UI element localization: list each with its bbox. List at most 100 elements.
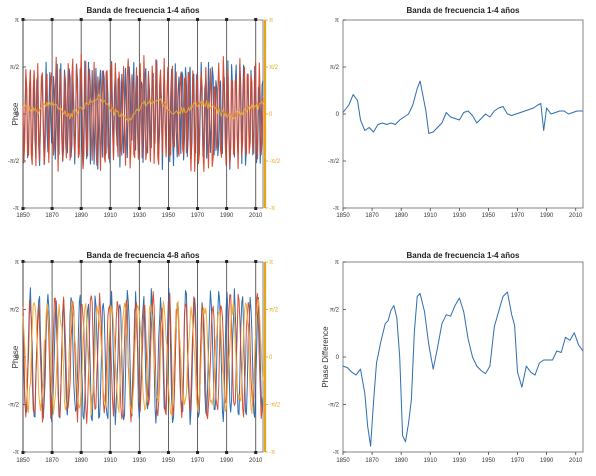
y2-tick-label: -π [269, 450, 275, 456]
y2-tick-label: π/2 [269, 308, 279, 314]
tick-marker [79, 451, 83, 454]
y2-tick-label: -π/2 [269, 159, 281, 165]
y-tick-label: -π [13, 206, 19, 212]
x-tick-label: 1930 [453, 213, 467, 219]
x-tick-label: 1850 [16, 458, 30, 464]
x-tick-label: 1970 [511, 213, 525, 219]
x-tick-label: 1990 [220, 458, 234, 464]
x-tick-label: 1950 [482, 213, 496, 219]
chart-panel-4: Banda de frecuencia 1-4 años 1850 1870 1890… [321, 251, 584, 464]
series-line-1 [342, 80, 583, 134]
x-tick-label: 1930 [133, 213, 147, 219]
tick-marker [225, 260, 229, 263]
x-tick-label: 1910 [424, 213, 438, 219]
x-tick-label: 2010 [569, 458, 583, 464]
tick-marker [50, 207, 54, 210]
x-tick-label: 1930 [453, 458, 467, 464]
x-tick-label: 1850 [336, 458, 350, 464]
chart-title: Banda de frecuencia 1-4 años [87, 6, 200, 15]
tick-marker [137, 260, 141, 263]
chart-panel-2: Banda de frecuencia 1-4 años 1850 1870 1890… [328, 6, 584, 219]
tick-marker [79, 18, 83, 21]
plot-frame [342, 261, 584, 453]
tick-marker [21, 207, 25, 210]
tick-marker [50, 18, 54, 21]
tick-marker [196, 451, 200, 454]
tick-marker [166, 18, 170, 21]
x-tick-label: 1870 [365, 213, 379, 219]
x-tick-label: 1850 [336, 213, 350, 219]
chart-title: Banda de frecuencia 1-4 años [407, 6, 520, 15]
y-tick-label: 0 [336, 355, 340, 361]
tick-marker [254, 207, 258, 210]
y2-tick-label: π/2 [269, 65, 279, 71]
x-tick-label: 1990 [220, 213, 234, 219]
tick-marker [137, 207, 141, 210]
x-tick-label: 1910 [104, 458, 118, 464]
chart-title: Banda de frecuencia 1-4 años [407, 251, 520, 260]
y-tick-label: -π [333, 206, 339, 212]
x-tick-label: 2010 [249, 213, 263, 219]
x-tick-label: 1970 [191, 458, 205, 464]
x-tick-label: 2010 [569, 213, 583, 219]
tick-marker [196, 260, 200, 263]
tick-marker [21, 18, 25, 21]
tick-marker [225, 207, 229, 210]
y-tick-label: 0 [16, 112, 20, 118]
y-tick-label: -π/2 [8, 402, 20, 408]
tick-marker [137, 18, 141, 21]
tick-marker [254, 451, 258, 454]
x-tick-label: 1990 [540, 213, 554, 219]
x-tick-label: 1870 [45, 458, 59, 464]
x-tick-label: 1890 [395, 213, 409, 219]
tick-marker [79, 260, 83, 263]
tick-marker [254, 18, 258, 21]
tick-marker [21, 451, 25, 454]
y-tick-label: -π [333, 450, 339, 456]
y-tick-label: π/2 [330, 308, 340, 314]
tick-marker [196, 207, 200, 210]
x-tick-label: 1970 [511, 458, 525, 464]
y-tick-label: 0 [336, 112, 340, 118]
x-tick-label: 1910 [424, 458, 438, 464]
y2-tick-label: 0 [269, 355, 273, 361]
x-tick-label: 1970 [191, 213, 205, 219]
y-tick-label: π [335, 260, 339, 266]
y2-tick-label: -π [269, 206, 275, 212]
x-tick-label: 1850 [16, 213, 30, 219]
series-line-3 [22, 298, 264, 416]
x-tick-label: 1950 [162, 458, 176, 464]
tick-marker [254, 260, 258, 263]
tick-marker [166, 260, 170, 263]
x-tick-label: 1870 [45, 213, 59, 219]
tick-marker [225, 451, 229, 454]
tick-marker [225, 18, 229, 21]
y2-tick-label: π [269, 260, 273, 266]
tick-marker [50, 260, 54, 263]
x-tick-label: 1890 [395, 458, 409, 464]
y-tick-label: π [15, 18, 19, 24]
y-tick-label: π/2 [10, 308, 20, 314]
y-tick-label: π [335, 18, 339, 24]
tick-marker [108, 207, 112, 210]
y-tick-label: -π/2 [328, 402, 340, 408]
tick-marker [166, 207, 170, 210]
tick-marker [108, 451, 112, 454]
tick-marker [166, 451, 170, 454]
tick-marker [79, 207, 83, 210]
x-tick-label: 1910 [104, 213, 118, 219]
tick-marker [21, 260, 25, 263]
y2-tick-label: -π/2 [269, 402, 281, 408]
x-tick-label: 1950 [162, 213, 176, 219]
y-axis-label: Phase Difference [321, 326, 330, 388]
y-tick-label: π/2 [330, 65, 340, 71]
tick-marker [50, 451, 54, 454]
x-tick-label: 1890 [75, 458, 89, 464]
y-axis-label: Phase [11, 102, 20, 125]
x-tick-label: 1930 [133, 458, 147, 464]
x-tick-label: 2010 [249, 458, 263, 464]
y-tick-label: -π/2 [8, 159, 20, 165]
tick-marker [137, 451, 141, 454]
series-line-3 [22, 93, 264, 122]
